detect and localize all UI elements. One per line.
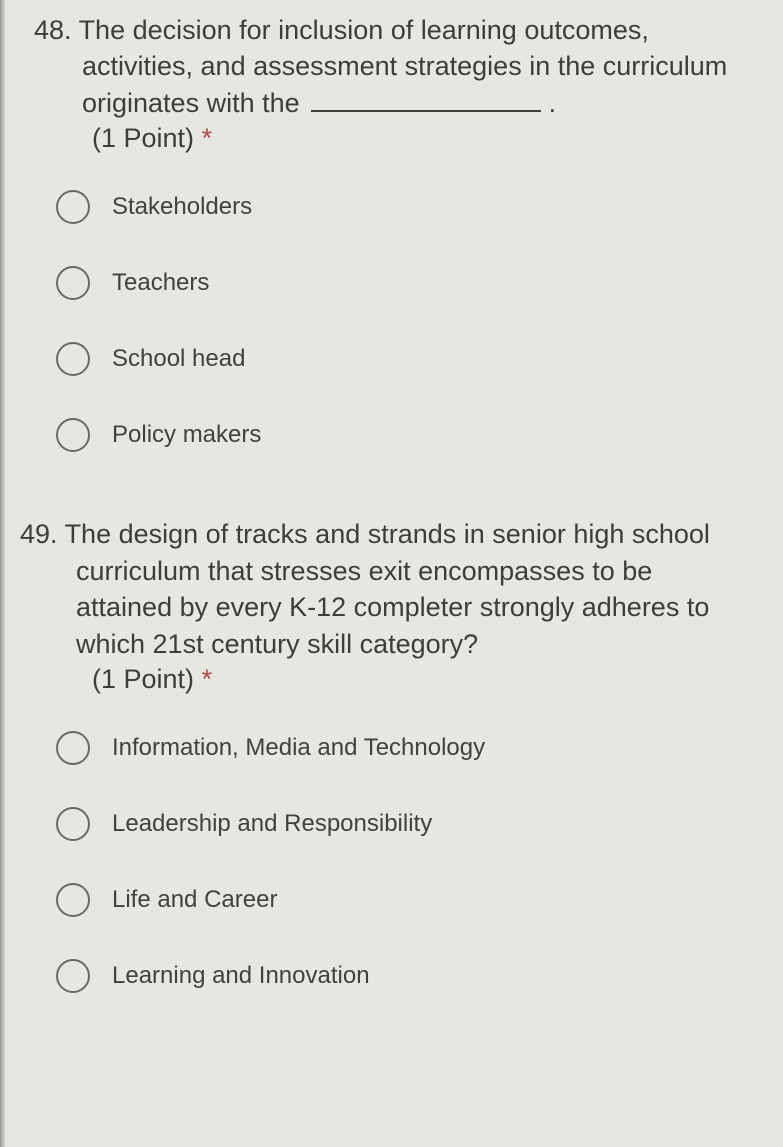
radio-icon[interactable]: [56, 190, 90, 224]
question-48-after: .: [549, 88, 557, 118]
option-information-media-technology[interactable]: Information, Media and Technology: [56, 731, 751, 765]
question-49-options: Information, Media and Technology Leader…: [12, 731, 751, 993]
option-school-head[interactable]: School head: [56, 342, 751, 376]
question-49-points-line: (1 Point) *: [12, 664, 751, 695]
radio-icon[interactable]: [56, 418, 90, 452]
question-49-points: (1 Point): [92, 664, 194, 694]
radio-icon[interactable]: [56, 883, 90, 917]
question-48: 48. The decision for inclusion of learni…: [12, 12, 751, 452]
option-label: School head: [112, 345, 245, 373]
option-label: Teachers: [112, 269, 209, 297]
option-teachers[interactable]: Teachers: [56, 266, 751, 300]
option-label: Stakeholders: [112, 193, 252, 221]
question-48-number: 48.: [34, 15, 72, 45]
option-label: Policy makers: [112, 421, 261, 449]
radio-icon[interactable]: [56, 342, 90, 376]
option-stakeholders[interactable]: Stakeholders: [56, 190, 751, 224]
required-asterisk: *: [202, 123, 213, 153]
question-48-body: The decision for inclusion of learning o…: [79, 15, 728, 118]
question-49: 49. The design of tracks and strands in …: [12, 516, 751, 993]
radio-icon[interactable]: [56, 266, 90, 300]
page-shadow: [0, 0, 6, 1147]
option-label: Leadership and Responsibility: [112, 810, 432, 838]
question-48-points: (1 Point): [92, 123, 194, 153]
question-48-options: Stakeholders Teachers School head Policy…: [12, 190, 751, 452]
question-49-number: 49.: [20, 519, 58, 549]
question-48-points-line: (1 Point) *: [12, 123, 751, 154]
required-asterisk: *: [202, 664, 213, 694]
radio-icon[interactable]: [56, 807, 90, 841]
fill-blank: [311, 110, 541, 112]
option-label: Learning and Innovation: [112, 962, 370, 990]
question-49-body: The design of tracks and strands in seni…: [65, 519, 710, 658]
question-49-text: 49. The design of tracks and strands in …: [16, 516, 751, 662]
option-policy-makers[interactable]: Policy makers: [56, 418, 751, 452]
question-48-text: 48. The decision for inclusion of learni…: [22, 12, 751, 121]
radio-icon[interactable]: [56, 731, 90, 765]
option-learning-innovation[interactable]: Learning and Innovation: [56, 959, 751, 993]
option-leadership-responsibility[interactable]: Leadership and Responsibility: [56, 807, 751, 841]
option-label: Information, Media and Technology: [112, 734, 485, 762]
option-life-career[interactable]: Life and Career: [56, 883, 751, 917]
radio-icon[interactable]: [56, 959, 90, 993]
option-label: Life and Career: [112, 886, 277, 914]
